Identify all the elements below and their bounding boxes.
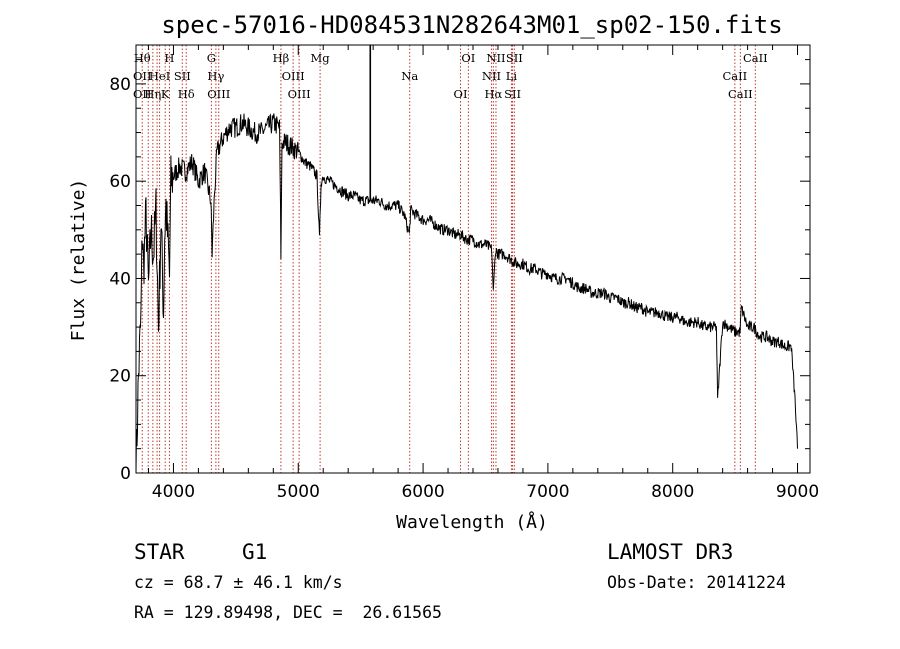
line-marker-label: H [164, 51, 174, 65]
spectral-subclass: G1 [242, 540, 268, 564]
survey-name: LAMOST DR3 [607, 540, 734, 564]
line-marker-label: OIII [288, 87, 311, 101]
spectrum-layer [135, 45, 798, 474]
x-tick-label: 7000 [526, 482, 569, 502]
line-marker-label: Hβ [273, 51, 290, 65]
observation-date: Obs-Date: 20141224 [607, 573, 786, 592]
line-marker-label: OI [461, 51, 475, 65]
line-marker-label: NII [486, 51, 505, 65]
line-marker-label: K [161, 87, 170, 101]
x-tick-label: 8000 [651, 482, 694, 502]
line-marker-label: OII [133, 87, 152, 101]
line-marker-label: G [207, 51, 216, 65]
y-tick-label: 20 [109, 367, 131, 387]
line-label-layer: HθOIIOIIHηHeIKHSIIHδGHγOIIIHβOIIIOIIIMgN… [133, 51, 768, 101]
line-marker-label: Hα [484, 87, 502, 101]
y-tick-label: 0 [120, 464, 131, 484]
plot-frame [135, 44, 811, 474]
chart-title: spec-57016-HD084531N282643M01_sp02-150.f… [161, 11, 782, 39]
line-marker-label: Hη [144, 87, 161, 101]
y-tick-label: 80 [109, 75, 131, 95]
x-axis-label: Wavelength (Å) [396, 511, 548, 533]
line-marker-label: OIII [282, 69, 305, 83]
line-marker-label: Hθ [134, 51, 151, 65]
y-axis: 0 20 40 60 80 [109, 59, 810, 484]
line-marker-label: SII [504, 87, 521, 101]
x-tick-label: 4000 [152, 482, 195, 502]
line-marker-label: SII [174, 69, 191, 83]
x-tick-label: 6000 [401, 482, 444, 502]
line-marker-layer [141, 45, 756, 473]
line-marker-label: Li [506, 69, 518, 83]
line-marker-label: NII [482, 69, 501, 83]
line-marker-label: SII [506, 51, 523, 65]
y-tick-label: 40 [109, 269, 131, 289]
line-marker-label: OIII [207, 87, 230, 101]
x-tick-label: 9000 [776, 482, 819, 502]
line-marker-label: OII [133, 69, 152, 83]
spectral-class: STAR [134, 540, 185, 564]
x-tick-label: 5000 [277, 482, 320, 502]
y-axis-label: Flux (relative) [68, 179, 89, 342]
line-marker-label: OI [454, 87, 468, 101]
line-marker-label: CaII [728, 87, 753, 101]
x-axis: 4000 5000 6000 7000 8000 9000 [147, 45, 819, 502]
line-marker-label: HeI [149, 69, 170, 83]
line-marker-label: CaII [722, 69, 747, 83]
y-tick-label: 60 [109, 172, 131, 192]
line-marker-label: CaII [743, 51, 768, 65]
line-marker-label: Na [401, 69, 418, 83]
line-marker-label: Mg [311, 51, 331, 65]
spectrum-series-line [135, 113, 798, 474]
line-marker-label: Hδ [178, 87, 195, 101]
coordinates-readout: RA = 129.89498, DEC = 26.61565 [134, 603, 442, 622]
redshift-readout: cz = 68.7 ± 46.1 km/s [134, 573, 343, 592]
line-marker-label: Hγ [207, 69, 224, 83]
